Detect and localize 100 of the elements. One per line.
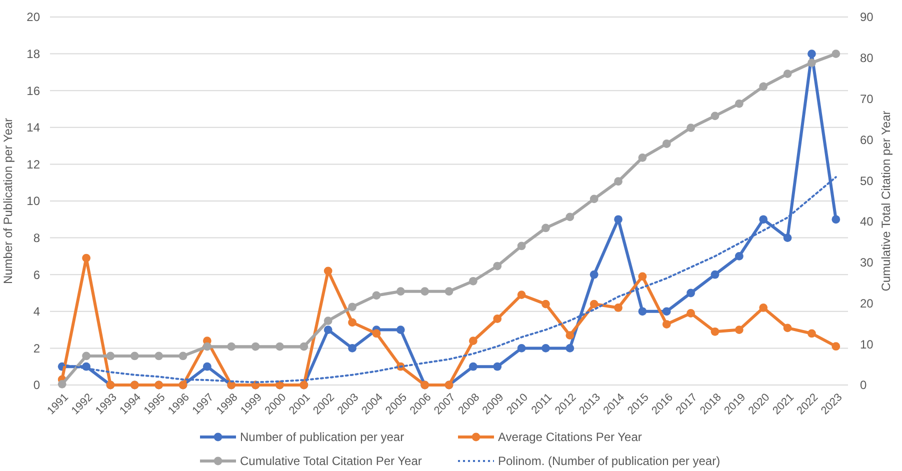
point (420, 287, 430, 296)
y-tick-label: 12 (26, 157, 40, 172)
point (396, 287, 405, 296)
point (300, 342, 308, 351)
point (566, 331, 574, 340)
y-tick-label: 0 (33, 378, 40, 392)
point (662, 307, 671, 316)
point (759, 82, 768, 91)
point (130, 352, 139, 360)
point (468, 336, 478, 346)
point (662, 140, 671, 148)
y-tick-label: 6 (33, 268, 40, 282)
y2-tick-label: 20 (860, 296, 874, 310)
point (734, 326, 744, 334)
y2-tick-label: 60 (860, 132, 874, 147)
point (542, 300, 550, 308)
point (542, 344, 550, 352)
y-tick-label: 10 (26, 194, 40, 208)
point (832, 215, 840, 224)
point (808, 58, 816, 67)
point (710, 327, 720, 336)
point (638, 307, 647, 316)
point (276, 342, 284, 351)
point (324, 316, 332, 326)
point (832, 342, 840, 351)
point (662, 320, 671, 328)
point (710, 270, 720, 279)
point (638, 153, 647, 162)
y2-tick-label: 0 (860, 378, 867, 392)
y-axis-title: Number of Publication per Year (1, 118, 15, 284)
point (372, 329, 381, 338)
point (686, 124, 696, 132)
point (686, 309, 696, 318)
point (444, 287, 454, 296)
point (348, 302, 356, 312)
point (517, 344, 526, 352)
point (202, 362, 212, 371)
point (493, 262, 502, 270)
point (324, 326, 332, 334)
point (468, 276, 478, 286)
y2-tick-label: 40 (860, 214, 874, 229)
y-tick-label: 4 (33, 304, 40, 319)
point (468, 362, 478, 371)
y2-tick-label: 10 (860, 337, 874, 352)
y-tick-label: 2 (33, 341, 40, 356)
point (808, 329, 816, 338)
point (590, 300, 598, 308)
point (734, 99, 744, 108)
point (638, 272, 647, 281)
point (542, 224, 550, 232)
point (759, 304, 768, 312)
point (251, 342, 260, 351)
y2-tick-label: 80 (860, 51, 874, 66)
point (566, 344, 574, 352)
point (614, 215, 622, 224)
point (202, 342, 212, 351)
point (517, 242, 526, 250)
point (783, 234, 792, 242)
point (106, 352, 115, 360)
point (154, 352, 164, 360)
point (82, 352, 90, 360)
point (734, 252, 744, 260)
point (517, 290, 526, 300)
y-tick-label: 18 (26, 47, 40, 61)
point (808, 50, 816, 58)
y2-tick-label: 50 (860, 174, 874, 188)
point (832, 50, 840, 58)
point (227, 342, 236, 351)
point (493, 314, 502, 323)
legend-label: Average Citations Per Year (498, 430, 642, 444)
y-tick-label: 16 (26, 84, 40, 98)
legend-label: Cumulative Total Citation Per Year (240, 454, 422, 468)
point (396, 326, 405, 334)
point (178, 352, 188, 360)
legend-label: Polinom. (Number of publication per year) (498, 454, 720, 468)
point (710, 112, 720, 120)
point (82, 254, 90, 262)
y2-tick-label: 30 (860, 256, 874, 270)
legend-label: Number of publication per year (240, 430, 404, 444)
y2-axis-title: Cumulative Total Citation per Year (879, 110, 893, 292)
y-tick-label: 8 (33, 231, 40, 245)
point (324, 266, 332, 276)
point (58, 380, 66, 388)
point (783, 70, 792, 78)
point (686, 288, 696, 298)
point (566, 212, 574, 222)
point (493, 362, 502, 371)
point (614, 304, 622, 312)
y-tick-label: 20 (26, 10, 40, 24)
point (590, 270, 598, 279)
point (614, 177, 622, 186)
point (590, 194, 598, 204)
point (759, 215, 768, 224)
y-tick-label: 14 (26, 120, 40, 135)
y2-tick-label: 90 (860, 10, 874, 24)
point (348, 344, 356, 352)
point (372, 291, 381, 300)
point (783, 324, 792, 332)
y2-tick-label: 70 (860, 92, 874, 106)
point (348, 318, 356, 327)
